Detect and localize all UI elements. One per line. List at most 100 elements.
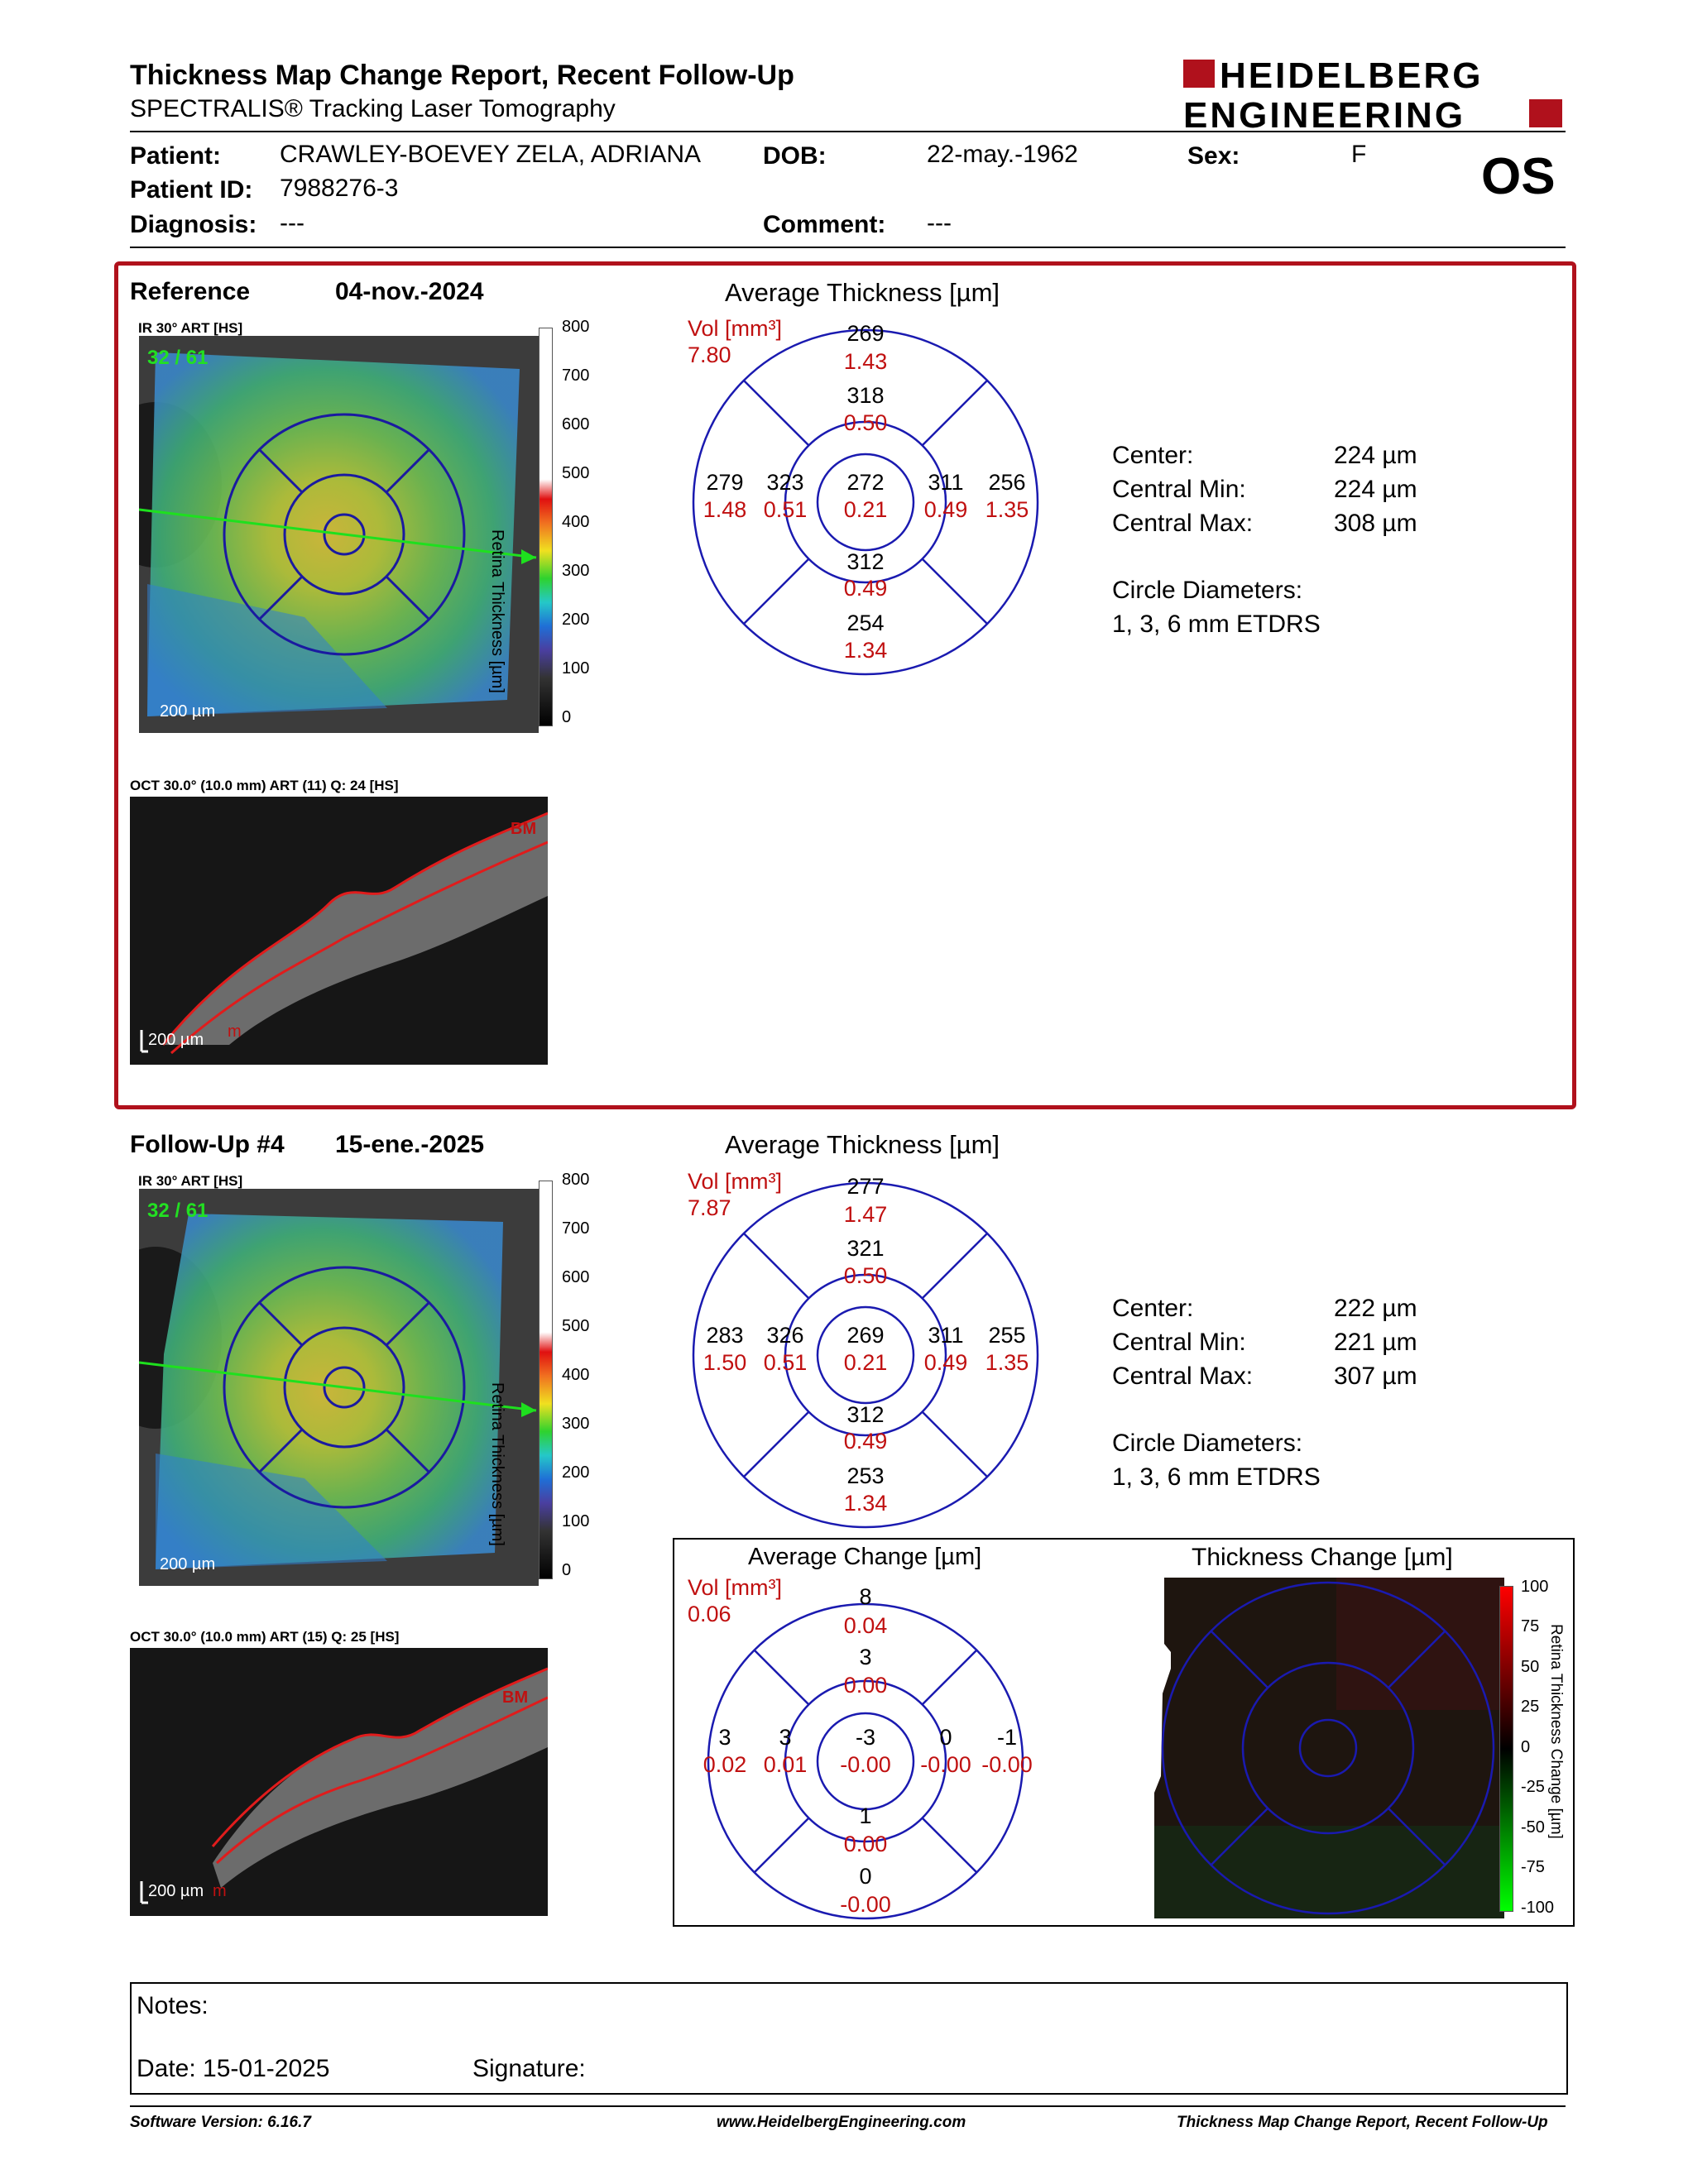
comment-label: Comment: — [763, 211, 886, 238]
svg-text:254: 254 — [846, 611, 884, 635]
svg-text:-1: -1 — [997, 1725, 1017, 1750]
svg-text:Vol [mm³]: Vol [mm³] — [688, 1575, 782, 1600]
svg-text:Vol [mm³]: Vol [mm³] — [688, 316, 782, 341]
reference-stats: Center: 224 µm Central Min: 224 µm Central… — [1112, 442, 1417, 638]
ir-label: IR 30° ART [HS] — [138, 320, 243, 336]
svg-text:321: 321 — [846, 1236, 884, 1261]
svg-text:269: 269 — [846, 1323, 884, 1348]
thickness-colorbar — [539, 328, 553, 726]
logo-line1: HEIDELBERG — [1220, 58, 1483, 96]
patient-label: Patient: — [130, 142, 222, 170]
svg-text:1.34: 1.34 — [844, 638, 888, 663]
notes-date: Date: 15-01-2025 — [137, 2055, 330, 2082]
change-box — [673, 1538, 1575, 1927]
svg-text:0.01: 0.01 — [764, 1752, 808, 1777]
svg-text:0.51: 0.51 — [764, 497, 808, 522]
svg-text:0.49: 0.49 — [844, 1429, 888, 1454]
notes-label: Notes: — [137, 1992, 209, 2019]
svg-text:326: 326 — [766, 1323, 803, 1348]
svg-text:0.06: 0.06 — [688, 1602, 731, 1626]
colorbar-title-followup: Retina Thickness [µm] — [488, 1382, 506, 1546]
diagnosis-label: Diagnosis: — [130, 211, 257, 238]
ir-label-followup: IR 30° ART [HS] — [138, 1173, 243, 1189]
svg-text:1: 1 — [859, 1803, 871, 1828]
oct-label: OCT 30.0° (10.0 mm) ART (11) Q: 24 [HS] — [130, 778, 399, 793]
oct-bm-label-followup: BM — [502, 1688, 528, 1707]
ir-scale-followup: 200 µm — [160, 1555, 215, 1573]
footer-software: Software Version: 6.16.7 — [130, 2114, 311, 2131]
signature-label: Signature: — [472, 2055, 586, 2082]
notes-box[interactable]: Notes: Date: 15-01-2025 Signature: — [130, 1982, 1568, 2095]
svg-text:0.49: 0.49 — [924, 1350, 968, 1375]
svg-text:Vol [mm³]: Vol [mm³] — [688, 1169, 782, 1194]
reference-label: Reference — [130, 278, 251, 305]
svg-text:312: 312 — [846, 549, 884, 574]
thickness-change-title: Thickness Change [µm] — [1192, 1544, 1453, 1571]
sex-value: F — [1351, 141, 1367, 168]
svg-text:253: 253 — [846, 1463, 884, 1488]
frames-count-followup: 32 / 61 — [147, 1200, 208, 1222]
svg-text:1.50: 1.50 — [703, 1350, 747, 1375]
thickness-change-map — [1154, 1578, 1504, 1918]
svg-text:0.00: 0.00 — [844, 1673, 888, 1698]
colorbar-ticks: 800 700 600 500 400 300 200 100 0 — [562, 318, 590, 726]
svg-text:277: 277 — [846, 1174, 884, 1199]
svg-text:312: 312 — [846, 1402, 884, 1427]
svg-text:255: 255 — [988, 1323, 1025, 1348]
footer-website[interactable]: www.HeidelbergEngineering.com — [717, 2114, 966, 2131]
patient-name: CRAWLEY-BOEVEY ZELA, ADRIANA — [280, 141, 702, 168]
change-colorbar-ticks: 100 75 50 25 0 -25 -50 -75 -100 — [1521, 1578, 1555, 1917]
svg-text:279: 279 — [706, 470, 743, 495]
svg-text:8: 8 — [859, 1584, 871, 1609]
etdrs-grid-reference: Vol [mm³] 7.80 269 1.43 318 0.50 279 1.4… — [688, 316, 1060, 684]
svg-text:0: 0 — [939, 1725, 952, 1750]
svg-text:-0.00: -0.00 — [920, 1752, 971, 1777]
etdrs-grid-change: Vol [mm³] 0.06 8 0.04 3 0.00 3 0.02 3 0.… — [688, 1575, 1060, 1927]
svg-text:0.21: 0.21 — [844, 497, 888, 522]
colorbar-title: Retina Thickness [µm] — [488, 529, 506, 693]
oct-m-label: m — [228, 1023, 242, 1041]
change-colorbar — [1499, 1586, 1513, 1912]
report-subtitle: SPECTRALIS® Tracking Laser Tomography — [130, 95, 616, 122]
svg-text:0.21: 0.21 — [844, 1350, 888, 1375]
followup-stats: Center: 222 µm Central Min: 221 µm Central… — [1112, 1295, 1417, 1491]
heidelberg-logo: HEIDELBERG ENGINEERING — [1183, 55, 1564, 136]
svg-text:1.35: 1.35 — [985, 1350, 1029, 1375]
svg-text:323: 323 — [766, 470, 803, 495]
footer-report: Thickness Map Change Report, Recent Foll… — [1177, 2114, 1548, 2131]
svg-text:311: 311 — [928, 470, 963, 495]
patient-id-value: 7988276-3 — [280, 175, 399, 202]
report-title: Thickness Map Change Report, Recent Foll… — [130, 60, 794, 91]
oct-bscan: BM m 200 µm — [130, 797, 548, 1065]
dob-label: DOB: — [763, 142, 827, 170]
svg-text:0.51: 0.51 — [764, 1350, 808, 1375]
svg-text:311: 311 — [928, 1323, 963, 1348]
patient-id-label: Patient ID: — [130, 176, 253, 204]
eye-os: OS — [1481, 148, 1556, 205]
svg-text:0.02: 0.02 — [703, 1752, 747, 1777]
svg-text:256: 256 — [988, 470, 1025, 495]
svg-text:-3: -3 — [856, 1725, 875, 1750]
oct-bm-label: BM — [511, 820, 536, 838]
oct-scale: 200 µm — [148, 1031, 204, 1049]
svg-text:1.34: 1.34 — [844, 1491, 888, 1516]
svg-text:-0.00: -0.00 — [840, 1752, 891, 1777]
thickness-colorbar-followup — [539, 1181, 553, 1579]
svg-text:283: 283 — [706, 1323, 743, 1348]
svg-text:3: 3 — [779, 1725, 791, 1750]
svg-text:-0.00: -0.00 — [981, 1752, 1033, 1777]
svg-text:1.35: 1.35 — [985, 497, 1029, 522]
svg-text:1.48: 1.48 — [703, 497, 747, 522]
oct-bscan-followup: BM m 200 µm — [130, 1648, 548, 1916]
avg-thickness-title-followup: Average Thickness [µm] — [725, 1130, 1000, 1159]
svg-text:0.49: 0.49 — [844, 576, 888, 601]
svg-text:0.49: 0.49 — [924, 497, 968, 522]
logo-line2: ENGINEERING — [1183, 95, 1465, 132]
diagnosis-value: --- — [280, 209, 305, 237]
svg-text:0.00: 0.00 — [844, 1832, 888, 1856]
svg-text:0.50: 0.50 — [844, 410, 888, 435]
followup-date: 15-ene.-2025 — [335, 1131, 485, 1158]
etdrs-grid-followup: Vol [mm³] 7.87 277 1.47 321 0.50 283 1.5… — [688, 1169, 1060, 1537]
svg-text:3: 3 — [859, 1645, 871, 1669]
svg-text:272: 272 — [846, 470, 884, 495]
